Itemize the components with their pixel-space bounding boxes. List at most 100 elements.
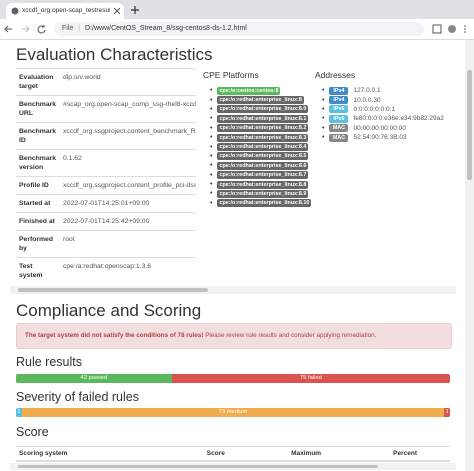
scroll-thumb[interactable] [18, 288, 208, 292]
tab-close[interactable] [114, 8, 120, 14]
cpe-item: cpe:/o:redhat:enterprise_linux:8.2 [210, 124, 311, 133]
row-key: Evaluation target [16, 68, 60, 96]
table-row: Benchmark ID xccdf_org.ssgproject.content… [16, 122, 196, 150]
addresses-title: Addresses [315, 70, 356, 80]
toolbar-icons[interactable] [432, 24, 470, 34]
url-prefix: File [62, 25, 74, 32]
address-value: 52:54:00:76:3B:03 [353, 134, 407, 142]
address-item: IPv4 127.0.0.1 [322, 86, 444, 95]
address-item: MAC 00:00:00:00:00:00 [322, 124, 444, 133]
row-key: Started at [16, 194, 60, 213]
browser-tab[interactable]: xccdf_org.open-scap_testresult_... [6, 3, 124, 19]
address-type: IPv4 [329, 86, 349, 95]
address-item: IPv6 0:0:0:0:0:0:0:1 [322, 105, 444, 114]
cpe-label: cpe:/o:redhat:enterprise_linux:8.7 [217, 171, 309, 180]
row-value: cpe:/a:redhat:openscap:1.3.6 [60, 257, 196, 284]
cpe-item: cpe:/o:redhat:enterprise_linux:8.7 [210, 171, 311, 180]
row-value: 0.1.62 [60, 149, 196, 177]
cpe-item: cpe:/o:redhat:enterprise_linux:8.0 [210, 105, 311, 114]
tab-title: xccdf_org.open-scap_testresult_... [22, 7, 110, 14]
address-type: MAC [329, 124, 349, 133]
cpe-label: cpe:/o:redhat:enterprise_linux:8.4 [217, 143, 309, 152]
table-row: Performed by root [16, 230, 196, 258]
alert-strong: The target system did not satisfy the co… [25, 332, 204, 339]
cpe-title: CPE Platforms [203, 70, 259, 80]
scroll-thumb[interactable] [18, 465, 378, 468]
table-row: Benchmark URL #scap_org.open-scap_comp_ss… [16, 95, 196, 123]
address-value: fe80:0:0:0:e36e:e34:9b82:29a2 [353, 115, 444, 123]
address-bar: File | D:/www/CentOS_Stream_8/ssg-centos… [0, 19, 474, 40]
nav-buttons[interactable] [4, 24, 48, 34]
alert-text: Please review rule results and consider … [205, 332, 377, 339]
tab-icon [11, 7, 19, 15]
table-row: Started at 2022-07-01T14:25:01+09:00 [16, 194, 196, 213]
row-value: 2022-07-01T14:25:01+09:00 [60, 194, 196, 213]
bottom-scrollbar[interactable] [10, 463, 456, 470]
table-row: Benchmark version 0.1.62 [16, 149, 196, 177]
address-item: IPv6 fe80:0:0:0:e36e:e34:9b82:29a2 [322, 114, 444, 123]
bar-segment: 42 passed [16, 374, 172, 383]
vertical-scrollbar[interactable] [465, 40, 474, 471]
url-field[interactable]: File | D:/www/CentOS_Stream_8/ssg-centos… [54, 22, 424, 36]
row-value: xccdf_org.ssgproject.content_benchmark_R… [60, 122, 196, 150]
cpe-item: cpe:/o:redhat:enterprise_linux:8.8 [210, 180, 311, 189]
bar-segment: 75 failed [171, 374, 450, 383]
address-type: IPv4 [329, 96, 349, 105]
address-list: IPv4 127.0.0.1 IPv4 10.0.0.30 IPv6 0:0:0:0:0:… [322, 86, 444, 142]
row-value: dlp.srv.world [60, 68, 196, 96]
row-value: root [60, 230, 196, 258]
cpe-label: cpe:/o:redhat:enterprise_linux:8 [217, 96, 304, 105]
cpe-label: cpe:/o:centos:centos:8 [217, 86, 281, 95]
row-value: 2022-07-01T14:25:42+09:00 [60, 212, 196, 231]
cpe-label: cpe:/o:redhat:enterprise_linux:8.8 [217, 180, 309, 189]
severity-bar: 1 73 medium 1 [16, 408, 450, 417]
row-key: Profile ID [16, 176, 60, 195]
cpe-label: cpe:/o:redhat:enterprise_linux:8.0 [217, 105, 309, 114]
cpe-item: cpe:/o:redhat:enterprise_linux:8.10 [210, 199, 312, 208]
horizontal-scrollbar[interactable] [10, 286, 456, 294]
row-value: xccdf_org.ssgproject.content_profile_pci… [60, 176, 196, 195]
evaluation-table: Evaluation target dlp.srv.world Benchmark … [16, 68, 196, 284]
column-header: Percent [360, 446, 450, 462]
tab-bar: xccdf_org.open-scap_testresult_... [0, 0, 474, 19]
cpe-item: cpe:/o:redhat:enterprise_linux:8.4 [210, 142, 311, 152]
row-key: Finished at [16, 212, 60, 231]
address-item: MAC 52:54:00:76:3B:03 [322, 133, 444, 142]
rule-results-bar: 42 passed 75 failed [16, 374, 450, 383]
row-key: Benchmark ID [16, 122, 60, 150]
address-type: IPv6 [329, 114, 349, 123]
alert: The target system did not satisfy the co… [16, 323, 452, 349]
subsection-title: Severity of failed rules [16, 390, 139, 404]
column-header: Score [179, 446, 253, 462]
row-key: Benchmark URL [16, 95, 60, 123]
subsection-title: Score [16, 425, 49, 439]
scroll-thumb[interactable] [467, 70, 472, 180]
row-key: Benchmark version [16, 149, 60, 177]
new-tab[interactable] [131, 6, 139, 14]
table-row: Test system cpe:/a:redhat:openscap:1.3.6 [16, 257, 196, 284]
row-value: #scap_org.open-scap_comp_ssg-rhel8-xccdf… [60, 95, 196, 123]
column-header: Maximum [252, 446, 361, 462]
address-type: MAC [329, 133, 349, 142]
cpe-item: cpe:/o:redhat:enterprise_linux:8.3 [210, 133, 311, 142]
cpe-label: cpe:/o:redhat:enterprise_linux:8.1 [217, 114, 309, 123]
cpe-item: cpe:/o:redhat:enterprise_linux:8.6 [210, 161, 311, 170]
address-value: 10.0.0.30 [353, 96, 381, 104]
cpe-label: cpe:/o:redhat:enterprise_linux:8.5 [217, 152, 309, 161]
row-key: Test system [16, 257, 60, 284]
address-value: 127.0.0.1 [353, 87, 381, 95]
url-text: D:/www/CentOS_Stream_8/ssg-centos8-ds-1.… [85, 25, 247, 32]
cpe-label: cpe:/o:redhat:enterprise_linux:8.2 [217, 124, 309, 133]
section-title: Compliance and Scoring [16, 301, 202, 320]
cpe-label: cpe:/o:redhat:enterprise_linux:8.10 [217, 199, 312, 208]
cpe-item: cpe:/o:redhat:enterprise_linux:8 [210, 95, 311, 105]
bar-segment: 1 [444, 408, 450, 417]
cpe-item: cpe:/o:redhat:enterprise_linux:8.1 [210, 114, 311, 123]
cpe-label: cpe:/o:redhat:enterprise_linux:8.6 [217, 161, 309, 170]
table-row: Evaluation target dlp.srv.world [16, 68, 196, 96]
bar-segment: 1 [16, 408, 22, 417]
table-row: Profile ID xccdf_org.ssgproject.content_p… [16, 176, 196, 195]
cpe-label: cpe:/o:redhat:enterprise_linux:8.3 [217, 133, 309, 142]
